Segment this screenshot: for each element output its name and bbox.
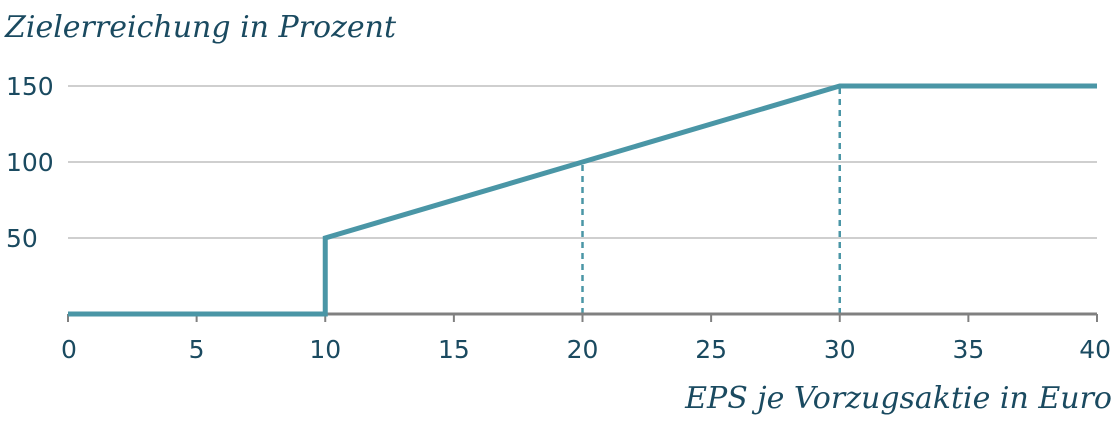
- tick-marks: [67, 314, 1098, 322]
- series: [68, 83, 1097, 317]
- x-tick-label-25: 25: [695, 335, 727, 364]
- y-tick-label-100: 100: [6, 148, 54, 177]
- y-tick-label-50: 50: [6, 224, 38, 253]
- x-tick-label-30: 30: [824, 335, 856, 364]
- y-tick-label-150: 150: [6, 72, 54, 101]
- x-tick-label-20: 20: [567, 335, 599, 364]
- x-tick-labels: 0 5 10 15 20 25 30 35 40: [61, 335, 1111, 364]
- x-tick-label-15: 15: [438, 335, 470, 364]
- x-tick-label-0: 0: [61, 335, 77, 364]
- x-tick-label-40: 40: [1079, 335, 1111, 364]
- series-line-0: [68, 83, 1097, 317]
- x-axis-label: EPS je Vorzugsaktie in Euro: [684, 381, 1112, 416]
- y-tick-labels: 50 100 150: [6, 72, 54, 253]
- x-tick-label-5: 5: [189, 335, 205, 364]
- x-tick-label-35: 35: [952, 335, 984, 364]
- x-tick-label-10: 10: [309, 335, 341, 364]
- y-axis-label: Zielerreichung in Prozent: [4, 10, 397, 45]
- reference-lines: [581, 86, 841, 314]
